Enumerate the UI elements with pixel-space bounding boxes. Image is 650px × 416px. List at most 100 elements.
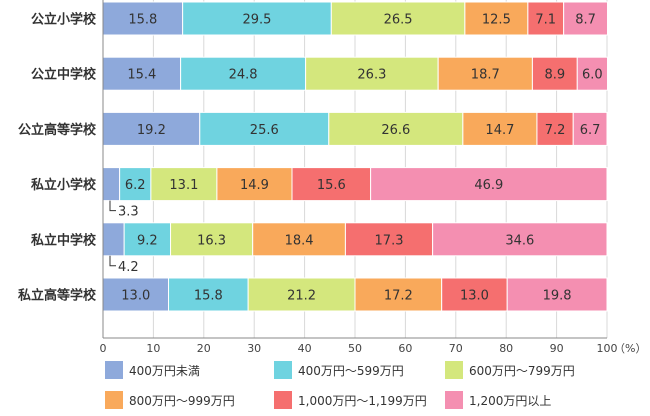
x-tick-label: 70 (449, 342, 463, 355)
x-tick-label: 50 (348, 342, 362, 355)
value-label: 25.6 (250, 123, 279, 138)
legend-swatch (445, 361, 463, 379)
value-leader-line (109, 255, 116, 267)
x-tick-label: 0 (100, 342, 107, 355)
category-label: 私立中学校 (31, 232, 97, 248)
x-axis-unit-label: （%） (614, 342, 646, 355)
bar-segment (536, 111, 574, 146)
value-label: 15.8 (194, 289, 223, 304)
bar-segment (370, 167, 608, 202)
value-label: 6.7 (580, 123, 601, 138)
value-label: 7.2 (545, 123, 566, 138)
bar-segment (119, 167, 152, 202)
bar-segment (182, 1, 332, 36)
category-label: 私立高等学校 (18, 288, 97, 304)
bar-segment (252, 222, 346, 257)
legend-label: 1,200万円以上 (469, 394, 551, 408)
category-label: 公立高等学校 (18, 122, 97, 138)
bar-segment (462, 111, 538, 146)
bar-segment (432, 222, 608, 257)
x-tick-label: 100 (597, 342, 618, 355)
value-label: 18.7 (471, 68, 500, 83)
category-label: 私立小学校 (31, 177, 97, 193)
legend-label: 800万円～999万円 (129, 394, 235, 408)
value-label: 13.0 (121, 289, 150, 304)
value-label: 4.2 (118, 260, 139, 275)
x-tick-label: 60 (398, 342, 412, 355)
x-tick-label: 20 (197, 342, 211, 355)
value-label: 26.6 (381, 123, 410, 138)
bar-segment (102, 111, 201, 146)
legend-label: 600万円～799万円 (469, 364, 575, 378)
value-label: 29.5 (242, 13, 271, 28)
category-label: 公立中学校 (31, 67, 97, 83)
legend-swatch (274, 391, 292, 409)
value-label: 9.2 (137, 233, 158, 248)
bar-segment (150, 167, 218, 202)
value-label: 17.2 (384, 289, 413, 304)
value-label: 15.8 (128, 13, 157, 28)
value-label: 6.0 (582, 68, 603, 83)
bar-segment (576, 56, 609, 91)
value-label: 15.6 (317, 178, 346, 193)
value-label: 8.7 (575, 13, 596, 28)
x-tick-label: 30 (247, 342, 261, 355)
value-label: 24.8 (229, 68, 258, 83)
bar-segment (305, 56, 439, 91)
value-label: 26.5 (384, 13, 413, 28)
value-label: 19.2 (137, 123, 166, 138)
value-label: 8.9 (544, 68, 565, 83)
bar-segment (437, 56, 533, 91)
value-label: 6.2 (125, 178, 146, 193)
bar-segment (102, 222, 125, 257)
x-tick-label: 40 (298, 342, 312, 355)
bar-segment (102, 277, 170, 312)
legend-swatch (105, 391, 123, 409)
bar-segment (527, 1, 565, 36)
value-leader-line (109, 200, 116, 212)
x-tick-label: 10 (146, 342, 160, 355)
value-label: 7.1 (535, 13, 556, 28)
x-tick-label: 80 (499, 342, 513, 355)
bar-segment (123, 222, 172, 257)
bar-segment (102, 56, 182, 91)
value-label: 14.7 (485, 123, 514, 138)
bar-segment (328, 111, 464, 146)
value-label: 21.2 (287, 289, 316, 304)
value-label: 15.4 (127, 68, 156, 83)
x-tick-label: 90 (550, 342, 564, 355)
value-label: 16.3 (197, 233, 226, 248)
category-label: 公立小学校 (31, 12, 97, 28)
bar-segment (344, 222, 434, 257)
legend-label: 1,000万円～1,199万円 (298, 394, 427, 408)
bar-segment (180, 56, 307, 91)
bar-segment (170, 222, 254, 257)
bar-segment (102, 167, 121, 202)
bar-segment (531, 56, 578, 91)
bar-segment (216, 167, 293, 202)
bar-segment (441, 277, 508, 312)
bar-segment (464, 1, 529, 36)
value-label: 13.1 (169, 178, 198, 193)
legend-swatch (445, 391, 463, 409)
value-label: 34.6 (505, 233, 534, 248)
bar-segment (199, 111, 330, 146)
value-label: 17.3 (375, 233, 404, 248)
legend-swatch (105, 361, 123, 379)
bar-segment (563, 1, 609, 36)
value-label: 19.8 (543, 289, 572, 304)
value-label: 3.3 (118, 205, 139, 220)
bar-segment (506, 277, 608, 312)
value-label: 46.9 (474, 178, 503, 193)
value-label: 12.5 (482, 13, 511, 28)
legend-label: 400万円～599万円 (298, 364, 404, 378)
bar-segment (330, 1, 466, 36)
bar-segment (168, 277, 249, 312)
value-label: 14.9 (240, 178, 269, 193)
value-label: 26.3 (357, 68, 386, 83)
legend-swatch (274, 361, 292, 379)
value-label: 18.4 (285, 233, 314, 248)
legend-label: 400万円未満 (129, 364, 200, 378)
bar-segment (572, 111, 608, 146)
